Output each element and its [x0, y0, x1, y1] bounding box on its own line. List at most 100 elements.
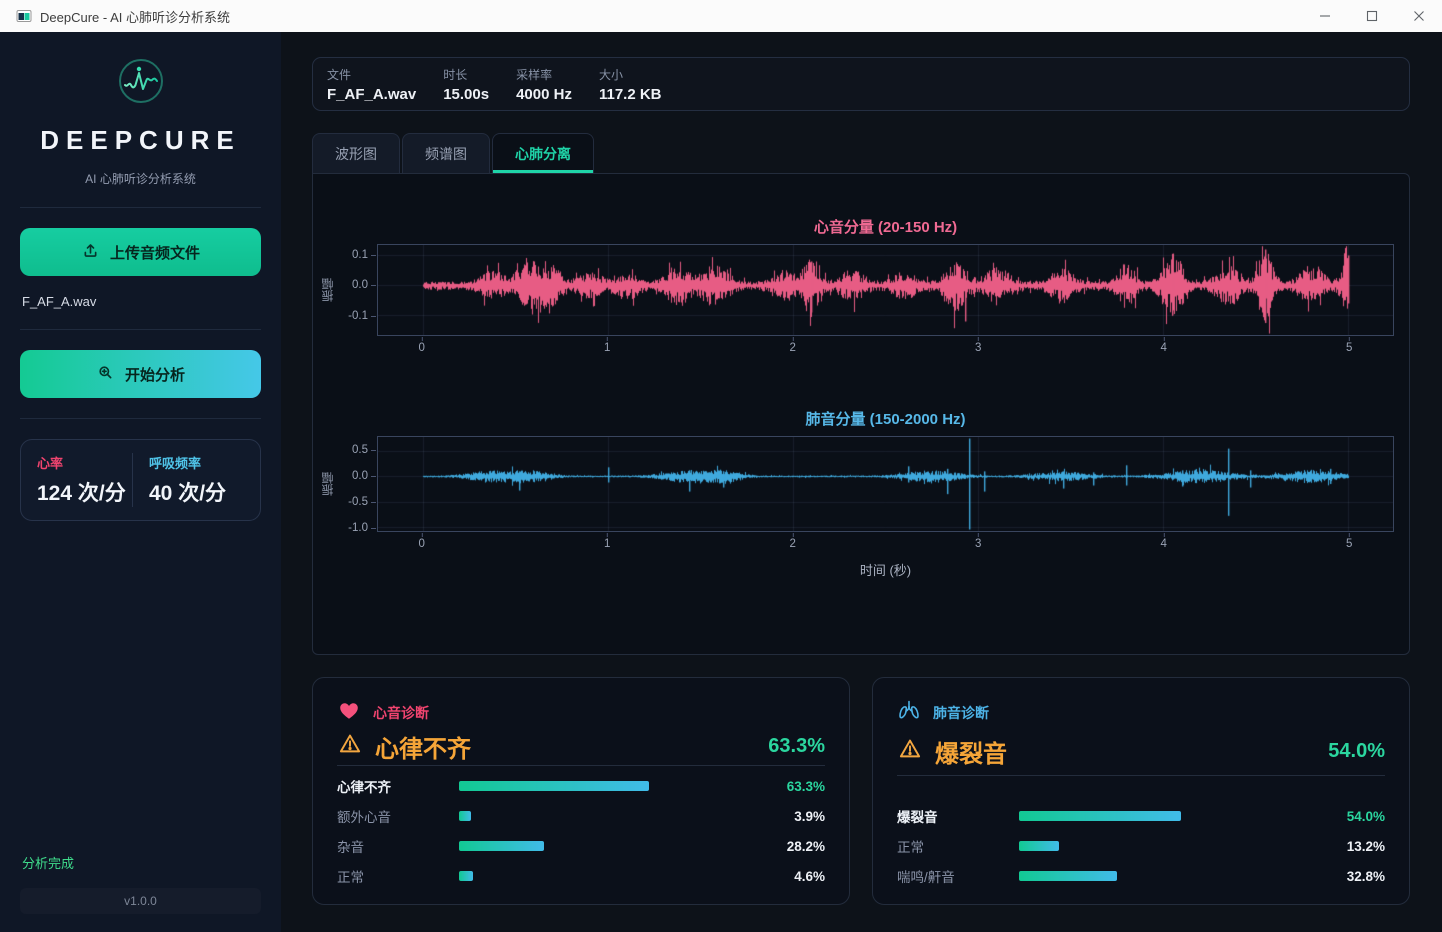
probability-bar-fill	[1019, 871, 1118, 881]
probability-row: 正常 13.2%	[897, 836, 1385, 856]
heart-waveform-plot	[377, 244, 1394, 336]
warning-icon	[337, 731, 363, 762]
heart-chart-title: 心音分量 (20-150 Hz)	[813, 219, 958, 236]
card-header-label: 肺音诊断	[933, 704, 989, 721]
probability-value: 54.0%	[1346, 808, 1385, 824]
probability-label: 杂音	[337, 840, 364, 855]
resp-rate-value: 40 次/分	[149, 482, 227, 505]
loaded-file-name: F_AF_A.wav	[22, 294, 97, 309]
info-item-file: 文件 F_AF_A.wav	[327, 67, 417, 103]
confidence-value: 54.0%	[1328, 739, 1385, 762]
file-info-bar: 文件 F_AF_A.wav 时长 15.00s 采样率 4000 Hz 大小 1…	[312, 57, 1410, 111]
main-area: 文件 F_AF_A.wav 时长 15.00s 采样率 4000 Hz 大小 1…	[281, 32, 1442, 932]
x-tick: 3	[975, 337, 982, 354]
x-tick: 2	[789, 337, 796, 354]
titlebar: DeepCure - AI 心肺听诊分析系统	[0, 0, 1442, 32]
info-value: F_AF_A.wav	[327, 85, 417, 103]
confidence-value: 63.3%	[768, 734, 825, 757]
lung-chart-title: 肺音分量 (150-2000 Hz)	[805, 411, 966, 428]
y-tick: 0.0	[352, 279, 376, 292]
probability-label: 正常	[897, 840, 924, 855]
primary-diagnosis: 心律不齐	[375, 735, 471, 763]
brand-title: DEEPCURE	[40, 125, 241, 155]
info-label: 时长	[443, 67, 468, 82]
heart-rate-value: 124 次/分	[37, 482, 126, 505]
info-label: 文件	[327, 67, 352, 82]
heart-icon	[337, 698, 361, 727]
info-value: 4000 Hz	[516, 85, 572, 103]
probability-bar	[459, 841, 759, 851]
info-label: 采样率	[516, 67, 553, 82]
lung-diagnosis-card: 肺音诊断 爆裂音 54.0% 爆裂音 54.0% 正常 13.2% 喘鸣/鼾音 32.8%	[872, 677, 1410, 905]
close-button[interactable]	[1395, 0, 1442, 32]
probability-row: 喘鸣/鼾音 32.8%	[897, 866, 1385, 886]
probability-row: 心律不齐 63.3%	[337, 776, 825, 796]
probability-bar-fill	[1019, 841, 1059, 851]
resp-rate-stat: 呼吸频率 40 次/分	[132, 453, 244, 507]
probability-label: 正常	[337, 870, 364, 885]
tab-spectrogram[interactable]: 频谱图	[402, 133, 490, 173]
brand-subtitle: AI 心肺听诊分析系统	[85, 172, 196, 186]
lungs-icon	[897, 698, 921, 727]
warning-icon	[897, 736, 923, 767]
heart-rate-label: 心率	[37, 456, 64, 471]
y-tick-labels: 0.5 0.0 -0.5 -1.0	[313, 436, 376, 534]
probability-bar-fill	[459, 781, 649, 791]
diagnosis-cards-row: 心音诊断 心律不齐 63.3% 心律不齐 63.3% 额外心音 3.9% 杂音 28.2%…	[312, 677, 1410, 905]
info-item-samplerate: 采样率 4000 Hz	[516, 67, 572, 103]
y-tick: -0.1	[348, 310, 376, 323]
maximize-button[interactable]	[1348, 0, 1395, 32]
x-tick: 1	[604, 533, 611, 550]
probability-value: 4.6%	[794, 868, 825, 884]
x-tick: 4	[1160, 337, 1167, 354]
probability-label: 爆裂音	[897, 810, 938, 825]
probability-row: 爆裂音 54.0%	[897, 806, 1385, 826]
probability-row: 杂音 28.2%	[337, 836, 825, 856]
x-tick-labels: 0 1 2 3 4 5	[377, 336, 1394, 358]
window-title: DeepCure - AI 心肺听诊分析系统	[40, 9, 230, 25]
card-header-label: 心音诊断	[373, 704, 429, 721]
y-tick-labels: 0.1 0.0 -0.1	[313, 244, 376, 336]
heart-rate-stat: 心率 124 次/分	[37, 453, 132, 507]
minimize-button[interactable]	[1301, 0, 1348, 32]
info-item-size: 大小 117.2 KB	[599, 67, 662, 103]
version-label: v1.0.0	[20, 888, 261, 914]
probability-label: 喘鸣/鼾音	[897, 870, 955, 885]
magnifier-plus-icon	[96, 363, 115, 386]
probability-bar-fill	[459, 841, 544, 851]
tab-cardiopulmonary-separation[interactable]: 心肺分离	[492, 133, 594, 173]
probability-bar	[459, 781, 759, 791]
x-axis-label: 时间 (秒)	[859, 563, 912, 578]
probability-bar-fill	[459, 871, 473, 881]
analysis-status: 分析完成	[22, 856, 75, 871]
x-tick: 5	[1346, 337, 1353, 354]
heart-waveform-canvas	[378, 245, 1393, 335]
probability-value: 13.2%	[1346, 838, 1385, 854]
tab-bar: 波形图 频谱图 心肺分离	[312, 133, 1410, 173]
analyze-button-label: 开始分析	[124, 366, 185, 384]
probability-bar	[459, 871, 759, 881]
sidebar: DEEPCURE AI 心肺听诊分析系统 上传音频文件 F_AF_A.wav 开…	[0, 32, 281, 932]
y-tick: 0.0	[352, 470, 376, 483]
probability-value: 3.9%	[794, 808, 825, 824]
probability-bar	[1019, 811, 1319, 821]
probability-bar-fill	[1019, 811, 1181, 821]
x-tick: 5	[1346, 533, 1353, 550]
y-tick: -0.5	[348, 496, 376, 509]
probability-row: 额外心音 3.9%	[337, 806, 825, 826]
info-item-duration: 时长 15.00s	[443, 67, 489, 103]
probability-label: 心律不齐	[337, 780, 391, 795]
probability-rows: 心律不齐 63.3% 额外心音 3.9% 杂音 28.2% 正常 4.6%	[337, 776, 825, 886]
probability-value: 32.8%	[1346, 868, 1385, 884]
upload-audio-button[interactable]: 上传音频文件	[20, 228, 261, 276]
x-tick-labels: 0 1 2 3 4 5	[377, 532, 1394, 554]
app-icon	[16, 8, 32, 24]
start-analysis-button[interactable]: 开始分析	[20, 350, 261, 398]
probability-label: 额外心音	[337, 810, 391, 825]
probability-bar	[1019, 841, 1319, 851]
tab-waveform[interactable]: 波形图	[312, 133, 400, 173]
probability-value: 63.3%	[786, 778, 825, 794]
